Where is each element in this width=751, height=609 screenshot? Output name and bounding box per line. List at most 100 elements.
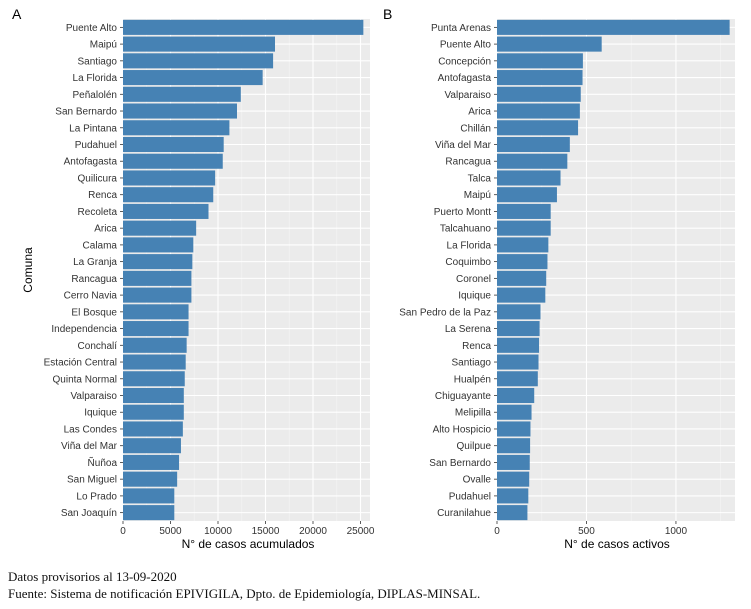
x-tick-label: 0	[494, 526, 500, 537]
bar-Iquique	[123, 404, 184, 420]
bar-Curanilahue	[497, 505, 528, 521]
bar-Coronel	[497, 270, 547, 286]
bar-Iquique	[497, 287, 546, 303]
bar-Alto Hospicio	[497, 421, 531, 437]
y-tick-label: Iquique	[84, 408, 117, 419]
bar-Peñalolén	[123, 86, 241, 102]
y-tick-label: La Florida	[447, 240, 492, 251]
chart-panel-B: Punta Arenas Puente Alto Concepción Antofag…	[383, 6, 735, 551]
y-tick-label: Puerto Montt	[434, 207, 491, 218]
bar-Rancagua	[497, 153, 568, 169]
bar-Lo Prado	[123, 488, 175, 504]
y-tick-label: La Serena	[445, 324, 492, 335]
bar-Puerto Montt	[497, 203, 551, 219]
bar-Quilpue	[497, 438, 531, 454]
y-tick-label: San Miguel	[67, 475, 117, 486]
bar-Santiago	[123, 53, 274, 69]
y-axis-title: Comuna	[21, 247, 35, 293]
bar-La Granja	[123, 254, 193, 270]
y-tick-label: Conchalí	[78, 341, 118, 352]
bar-Arica	[497, 103, 580, 119]
y-tick-label: Rancagua	[445, 157, 491, 168]
bar-Calama	[123, 237, 194, 253]
y-tick-label: Coronel	[456, 274, 491, 285]
footer-source: Fuente: Sistema de notificación EPIVIGIL…	[8, 586, 481, 601]
y-tick-label: San Bernardo	[55, 107, 117, 118]
y-tick-label: Calama	[83, 240, 118, 251]
y-tick-label: Las Condes	[64, 424, 117, 435]
y-tick-label: Viña del Mar	[435, 140, 492, 151]
bar-Valparaiso	[123, 387, 184, 404]
bar-La Florida	[497, 237, 549, 253]
y-tick-label: Viña del Mar	[61, 441, 118, 452]
y-tick-label: Renca	[462, 341, 491, 352]
bar-Quilicura	[123, 170, 216, 186]
y-tick-label: Puente Alto	[66, 23, 118, 34]
x-tick-label: 1000	[665, 526, 688, 537]
y-tick-label: Chiguayante	[435, 391, 492, 402]
y-tick-label: La Florida	[73, 73, 118, 84]
x-tick-label: 15000	[252, 526, 280, 537]
bar-Concepción	[497, 53, 583, 69]
bar-San Joaquín	[123, 505, 175, 521]
y-tick-label: Iquique	[458, 291, 491, 302]
bar-Santiago	[497, 354, 539, 370]
bar-Antofagasta	[497, 70, 583, 86]
y-tick-label: Curanilahue	[437, 508, 491, 519]
bar-Viña del Mar	[497, 136, 570, 153]
y-tick-label: Puente Alto	[440, 40, 492, 51]
bar-Renca	[497, 337, 540, 353]
y-tick-label: Lo Prado	[76, 491, 117, 502]
y-tick-label: Renca	[88, 190, 117, 201]
y-tick-label: Arica	[94, 224, 117, 235]
x-tick-label: 500	[578, 526, 595, 537]
x-axis-title: N° de casos acumulados	[182, 537, 315, 551]
bar-Puente Alto	[497, 36, 602, 52]
y-tick-label: Ovalle	[463, 475, 492, 486]
y-tick-label: Peñalolén	[73, 90, 117, 101]
y-tick-label: Arica	[468, 107, 491, 118]
bar-Quinta Normal	[123, 371, 185, 387]
bar-Independencia	[123, 321, 189, 337]
y-tick-label: Quinta Normal	[53, 374, 117, 385]
y-tick-label: Antofagasta	[438, 73, 492, 84]
y-tick-label: Talcahuano	[440, 224, 492, 235]
bar-Hualpén	[497, 371, 538, 387]
x-axis-title: N° de casos activos	[564, 537, 670, 551]
y-tick-label: El Bosque	[71, 307, 117, 318]
y-tick-label: Santiago	[452, 358, 492, 369]
bar-San Pedro de la Paz	[497, 304, 541, 320]
bar-Ñuñoa	[123, 454, 180, 470]
y-tick-label: Pudahuel	[75, 140, 117, 151]
x-tick-label: 5000	[159, 526, 182, 537]
panel-label: B	[383, 6, 392, 22]
y-tick-label: Talca	[468, 173, 492, 184]
y-tick-label: Cerro Navia	[64, 291, 118, 302]
y-tick-label: Recoleta	[78, 207, 118, 218]
y-tick-label: La Pintana	[69, 123, 117, 134]
bar-Punta Arenas	[497, 19, 730, 35]
y-tick-label: La Granja	[73, 257, 117, 268]
bar-San Bernardo	[497, 454, 530, 470]
bar-Maipú	[497, 187, 557, 203]
x-tick-label: 0	[120, 526, 126, 537]
footer-note: Datos provisorios al 13-09-2020	[8, 569, 177, 584]
bar-Cerro Navia	[123, 287, 192, 303]
y-tick-label: Pudahuel	[449, 491, 491, 502]
bar-Rancagua	[123, 270, 192, 286]
y-tick-label: Valparaiso	[444, 90, 491, 101]
y-tick-label: Maipú	[464, 190, 491, 201]
bar-Maipú	[123, 36, 275, 52]
y-tick-label: Hualpén	[454, 374, 491, 385]
bar-Arica	[123, 220, 197, 236]
bar-Talca	[497, 170, 561, 186]
y-tick-label: Valparaiso	[70, 391, 117, 402]
x-tick-label: 10000	[204, 526, 232, 537]
y-tick-label: Quilpue	[457, 441, 492, 452]
y-tick-label: Quilicura	[78, 173, 118, 184]
bar-Recoleta	[123, 203, 209, 219]
x-tick-label: 25000	[347, 526, 375, 537]
plot-background	[497, 19, 735, 521]
y-tick-label: Maipú	[90, 40, 117, 51]
plot-background	[123, 19, 370, 521]
